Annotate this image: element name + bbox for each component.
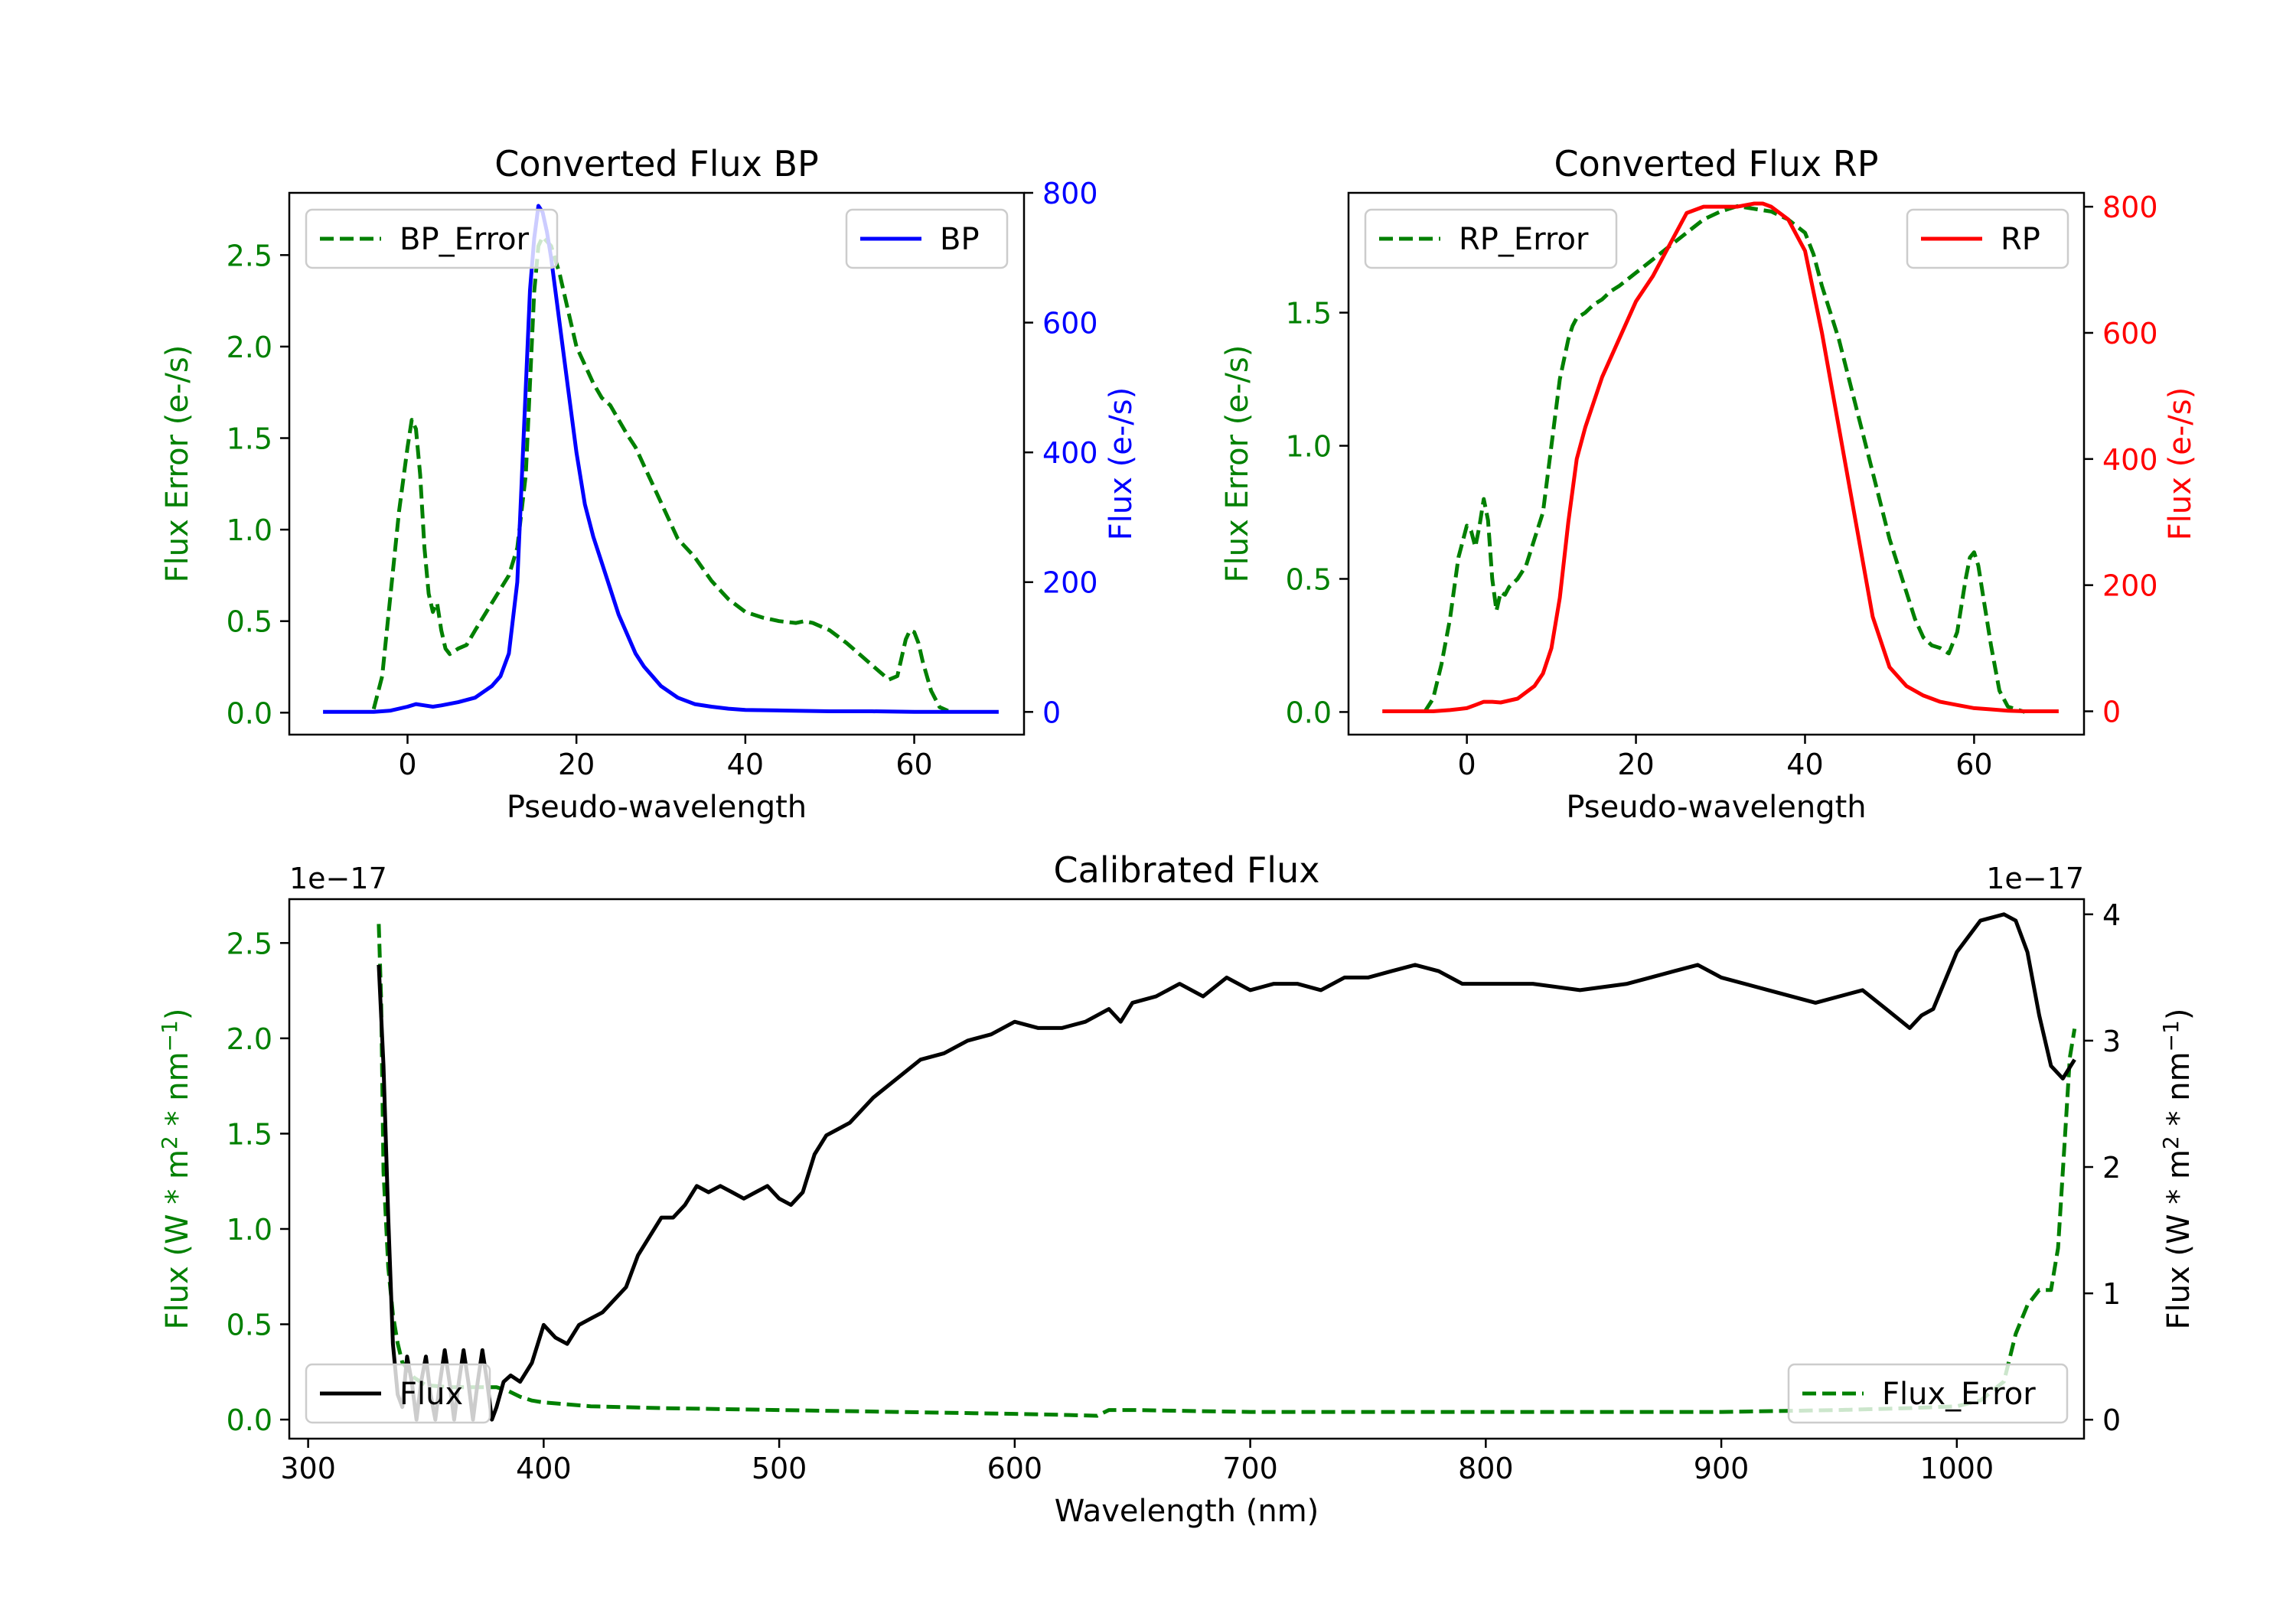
y-left-tick-label: 2.5: [227, 927, 272, 960]
y-right-tick-label: 1: [2102, 1277, 2121, 1311]
axes-frame: [288, 898, 2086, 1440]
y-left-tick-label: 1.5: [1286, 297, 1332, 331]
x-tick-label: 400: [516, 1452, 572, 1485]
y-right-tick-label: 3: [2102, 1025, 2121, 1058]
chart-title: Calibrated Flux: [1054, 849, 1320, 891]
legend-label: Flux: [400, 1377, 463, 1412]
x-tick-label: 40: [727, 748, 764, 781]
calibrated-flux-panel: Calibrated Flux 300 400 500 600 700 800 900 1000…: [157, 849, 2197, 1529]
legend-box: [1787, 1363, 2069, 1424]
legend-label: RP_Error: [1459, 222, 1589, 257]
legend-right: Flux_Error: [1787, 1363, 2069, 1424]
series-line-bp-error: [371, 234, 949, 713]
x-tick-label: 700: [1222, 1452, 1278, 1485]
x-tick-label: 600: [987, 1452, 1043, 1485]
series-line-flux-error: [377, 924, 2077, 1418]
y-left-tick-label: 0.5: [227, 1309, 272, 1342]
y-right-tick-label: 2: [2102, 1151, 2121, 1185]
y-left-tick-label: 0.0: [227, 1403, 272, 1437]
y-right-tick-label: 400: [1042, 436, 1098, 470]
chart-title: Converted Flux RP: [1554, 143, 1879, 184]
legend-box: [1906, 208, 2069, 269]
series-line-bp: [323, 204, 999, 714]
y-left-tick-label: 0.5: [1286, 562, 1332, 596]
converted-flux-rp-panel: Converted Flux RP 0 20 40 60 0.0 0.5 1.0 1.5 0 200…: [1220, 143, 2198, 825]
y-left-axis-label: Flux (W * m2 * nm−1): [157, 1009, 195, 1330]
y-right-tick-label: 600: [2102, 317, 2158, 350]
y-left-tick-label: 1.0: [227, 513, 272, 547]
y-right-tick-label: 800: [2102, 191, 2158, 224]
legend-left: RP_Error: [1364, 208, 1618, 269]
legend-box: [305, 208, 559, 269]
y-right-tick-label: 800: [1042, 177, 1098, 210]
legend-right: RP: [1906, 208, 2069, 269]
series-line-rp-error: [1423, 204, 2026, 714]
legend-left: Flux: [305, 1363, 491, 1424]
x-tick-label: 500: [752, 1452, 807, 1485]
x-tick-label: 0: [1458, 748, 1476, 781]
y-right-tick-label: 0: [2102, 696, 2121, 729]
y-left-tick-label: 2.0: [227, 331, 272, 364]
y-right-tick-label: 200: [2102, 569, 2158, 603]
legend-label: RP: [2001, 222, 2040, 257]
legend-box: [305, 1363, 491, 1424]
axes-frame: [288, 191, 1026, 736]
y-right-offset-text: 1e−17: [1986, 862, 2084, 895]
legend-left: BP_Error: [305, 208, 559, 269]
x-tick-label: 300: [280, 1452, 336, 1485]
chart-title: Converted Flux BP: [494, 143, 819, 184]
y-left-tick-label: 1.0: [1286, 430, 1332, 464]
y-right-axis-label: Flux (W * m2 * nm−1): [2158, 1009, 2197, 1330]
series-line-rp: [1382, 201, 2059, 713]
x-tick-label: 20: [558, 748, 595, 781]
x-tick-label: 60: [895, 748, 932, 781]
converted-flux-bp-panel: Converted Flux BP 0 20 40 60 0.0 0.5 1.0 1.5 2.0 2…: [160, 143, 1139, 825]
x-tick-label: 60: [1955, 748, 1992, 781]
y-right-tick-label: 0: [2102, 1403, 2121, 1437]
x-tick-label: 0: [398, 748, 416, 781]
x-tick-label: 20: [1617, 748, 1654, 781]
y-left-tick-label: 1.0: [227, 1213, 272, 1247]
y-right-tick-label: 200: [1042, 566, 1098, 600]
x-tick-label: 900: [1694, 1452, 1750, 1485]
y-left-tick-label: 2.5: [227, 239, 272, 272]
y-left-tick-label: 1.5: [227, 422, 272, 456]
y-left-tick-label: 0.0: [1286, 696, 1332, 729]
y-right-axis-label: Flux (e-/s): [2163, 387, 2198, 540]
y-left-axis-label: Flux Error (e-/s): [1220, 345, 1255, 583]
y-right-axis-label: Flux (e-/s): [1104, 387, 1139, 540]
legend-box: [1364, 208, 1618, 269]
legend-label: Flux_Error: [1882, 1377, 2036, 1412]
legend-box: [845, 208, 1009, 269]
legend-label: BP: [940, 222, 980, 257]
axes-frame: [1347, 191, 2086, 736]
x-axis-label: Pseudo-wavelength: [507, 790, 807, 825]
x-axis-label: Wavelength (nm): [1055, 1494, 1319, 1529]
legend-right: BP: [845, 208, 1009, 269]
x-tick-label: 40: [1786, 748, 1823, 781]
y-left-tick-label: 2.0: [227, 1022, 272, 1056]
legend-label: BP_Error: [400, 222, 530, 257]
y-right-tick-label: 0: [1042, 696, 1061, 729]
y-left-axis-label: Flux Error (e-/s): [160, 345, 195, 583]
y-right-tick-label: 400: [2102, 443, 2158, 477]
x-tick-label: 1000: [1919, 1452, 1994, 1485]
y-right-tick-label: 4: [2102, 898, 2121, 932]
y-left-tick-label: 1.5: [227, 1117, 272, 1151]
y-right-tick-label: 600: [1042, 307, 1098, 341]
x-axis-label: Pseudo-wavelength: [1566, 790, 1866, 825]
y-left-tick-label: 0.0: [227, 696, 272, 730]
y-left-tick-label: 0.5: [227, 605, 272, 639]
y-left-offset-text: 1e−17: [289, 862, 387, 895]
x-tick-label: 800: [1458, 1452, 1514, 1485]
series-line-flux: [377, 912, 2076, 1422]
